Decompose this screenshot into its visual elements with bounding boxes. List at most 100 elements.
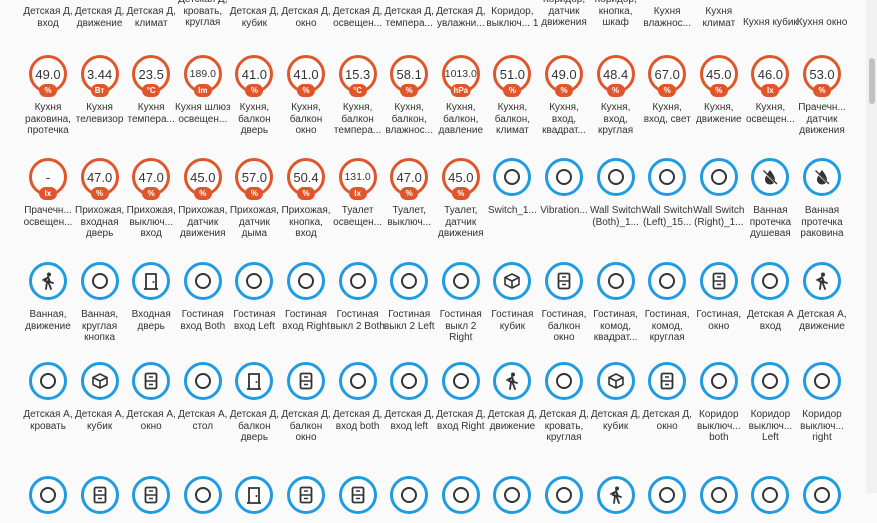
sensor-value-circle[interactable]: 3.44 Вт xyxy=(80,55,119,97)
device-badge[interactable]: Гостиная выкл 2 Right xyxy=(436,262,486,344)
device-icon-circle[interactable] xyxy=(183,476,222,514)
device-badge[interactable] xyxy=(642,476,692,523)
device-icon-circle[interactable] xyxy=(338,476,377,514)
device-badge[interactable]: Коридор выключ... Left xyxy=(745,362,795,444)
sensor-badge[interactable]: 189.0 lm Кухня шлюз освещен... xyxy=(175,55,231,125)
device-badge[interactable] xyxy=(23,476,73,523)
device-badge[interactable]: Детская Д, вход both xyxy=(333,362,383,432)
device-badge[interactable]: Ванная протечка раковина xyxy=(797,158,847,240)
device-badge[interactable] xyxy=(281,476,331,523)
device-badge[interactable] xyxy=(797,476,847,523)
device-badge[interactable] xyxy=(436,476,486,523)
device-badge[interactable]: Коридор выключ... both xyxy=(694,362,744,444)
sensor-badge[interactable]: 1013.0 hPa Кухня, балкон, давление xyxy=(436,55,486,137)
device-icon-circle[interactable] xyxy=(441,262,480,300)
device-icon-circle[interactable] xyxy=(287,476,325,514)
sensor-value-circle[interactable]: 45.0% xyxy=(183,158,222,200)
device-badge[interactable]: Детская А, кубик xyxy=(75,362,125,432)
device-badge[interactable]: Wall Switch (Left)_15... xyxy=(642,158,693,228)
device-icon-circle[interactable] xyxy=(338,362,377,400)
sensor-badge[interactable]: 45.0% Прихожая, датчик движения xyxy=(178,158,228,240)
device-icon-circle[interactable] xyxy=(648,476,687,514)
device-icon-circle[interactable] xyxy=(803,262,841,300)
device-icon-circle[interactable] xyxy=(699,158,738,196)
device-badge[interactable]: Детская А, стол xyxy=(178,362,228,432)
device-badge[interactable]: Ванная, круглая кнопка xyxy=(75,262,125,344)
device-icon-circle[interactable] xyxy=(493,158,532,196)
sensor-value-circle[interactable]: 50.4% xyxy=(287,158,325,200)
sensor-badge[interactable]: 131.0 lx Туалет освещен... xyxy=(333,158,383,228)
device-icon-circle[interactable] xyxy=(235,476,274,514)
device-badge[interactable] xyxy=(333,476,383,523)
device-icon-circle[interactable] xyxy=(545,476,583,514)
device-icon-circle[interactable] xyxy=(751,476,790,514)
device-icon-circle[interactable] xyxy=(545,158,583,196)
sensor-badge[interactable]: 67.0% Кухня, вход, свет xyxy=(642,55,692,125)
device-badge[interactable]: Гостиная выкл 2 Both xyxy=(330,262,385,332)
device-badge[interactable] xyxy=(229,476,279,523)
device-badge[interactable]: Гостиная, окно xyxy=(694,262,744,332)
device-icon-circle[interactable] xyxy=(80,476,119,514)
sensor-badge[interactable]: 49.0% Кухня, вход, квадрат... xyxy=(539,55,589,137)
sensor-badge[interactable]: 50.4% Прихожая, кнопка, вход xyxy=(281,158,331,240)
sensor-badge[interactable]: 58.1% Кухня, балкон, влажнос... xyxy=(384,55,434,137)
device-badge[interactable]: Vibration... xyxy=(539,158,589,217)
device-icon-circle[interactable] xyxy=(287,362,325,400)
sensor-badge[interactable]: 53.0% Прачечн... датчик движения xyxy=(797,55,847,137)
device-badge[interactable]: Детская Д, кубик xyxy=(591,362,641,432)
device-badge[interactable]: Детская А вход xyxy=(745,262,795,332)
device-badge[interactable] xyxy=(694,476,744,523)
device-badge[interactable]: Коридор выключ... right xyxy=(797,362,847,444)
device-badge[interactable]: Гостиная кубик xyxy=(487,262,537,332)
sensor-value-circle[interactable]: 189.0 lm xyxy=(183,55,222,97)
device-badge[interactable] xyxy=(178,476,228,523)
device-icon-circle[interactable] xyxy=(338,262,377,300)
device-icon-circle[interactable] xyxy=(29,476,67,514)
sensor-value-circle[interactable]: 47.0% xyxy=(390,158,429,200)
device-icon-circle[interactable] xyxy=(441,362,480,400)
device-icon-circle[interactable] xyxy=(545,262,583,300)
device-badge[interactable]: Гостиная, комод, круглая xyxy=(642,262,692,344)
device-badge[interactable]: Гостиная вход Both xyxy=(178,262,228,332)
device-badge[interactable] xyxy=(745,476,795,523)
device-icon-circle[interactable] xyxy=(29,362,67,400)
sensor-value-circle[interactable]: 49.0% xyxy=(545,55,583,97)
device-icon-circle[interactable] xyxy=(803,476,841,514)
sensor-badge[interactable]: 51.0% Кухня, балкон, климат xyxy=(487,55,537,137)
device-icon-circle[interactable] xyxy=(441,476,480,514)
device-icon-circle[interactable] xyxy=(132,262,171,300)
device-icon-circle[interactable] xyxy=(80,362,119,400)
device-badge[interactable]: Wall Switch (Both)_1... xyxy=(590,158,641,228)
sensor-value-circle[interactable]: 48.4% xyxy=(596,55,635,97)
device-icon-circle[interactable] xyxy=(699,262,738,300)
sensor-value-circle[interactable]: 67.0% xyxy=(648,55,687,97)
device-icon-circle[interactable] xyxy=(493,262,532,300)
device-badge[interactable]: Гостиная, комод, квадрат... xyxy=(591,262,641,344)
device-icon-circle[interactable] xyxy=(751,262,790,300)
device-icon-circle[interactable] xyxy=(596,476,635,514)
sensor-value-circle[interactable]: 46.0 lx xyxy=(751,55,790,97)
device-badge[interactable]: Switch_1... xyxy=(487,158,537,217)
device-icon-circle[interactable] xyxy=(751,158,790,196)
device-badge[interactable]: Детская Д, вход left xyxy=(384,362,434,432)
sensor-badge[interactable]: 3.44 Вт Кухня телевизор xyxy=(75,55,125,125)
device-badge[interactable]: Wall Switch (Right)_1... xyxy=(693,158,744,228)
sensor-value-circle[interactable]: 58.1% xyxy=(390,55,429,97)
device-icon-circle[interactable] xyxy=(803,158,841,196)
sensor-value-circle[interactable]: 45.0% xyxy=(699,55,738,97)
sensor-badge[interactable]: 41.0% Кухня, балкон окно xyxy=(281,55,331,137)
device-icon-circle[interactable] xyxy=(699,362,738,400)
device-badge[interactable]: Детская Д, балкон окно xyxy=(281,362,331,444)
sensor-badge[interactable]: 45.0% Туалет, датчик движения xyxy=(436,158,486,240)
device-badge[interactable] xyxy=(75,476,125,523)
sensor-value-circle[interactable]: 47.0% xyxy=(80,158,119,200)
sensor-value-circle[interactable]: 15.3 °C xyxy=(338,55,377,97)
device-icon-circle[interactable] xyxy=(132,362,171,400)
device-icon-circle[interactable] xyxy=(493,476,532,514)
sensor-badge[interactable]: 41.0% Кухня, балкон дверь xyxy=(229,55,279,137)
sensor-value-circle[interactable]: 41.0% xyxy=(287,55,325,97)
device-icon-circle[interactable] xyxy=(648,158,687,196)
device-icon-circle[interactable] xyxy=(803,362,841,400)
sensor-value-circle[interactable]: 1013.0 hPa xyxy=(441,55,480,97)
sensor-value-circle[interactable]: 41.0% xyxy=(235,55,274,97)
